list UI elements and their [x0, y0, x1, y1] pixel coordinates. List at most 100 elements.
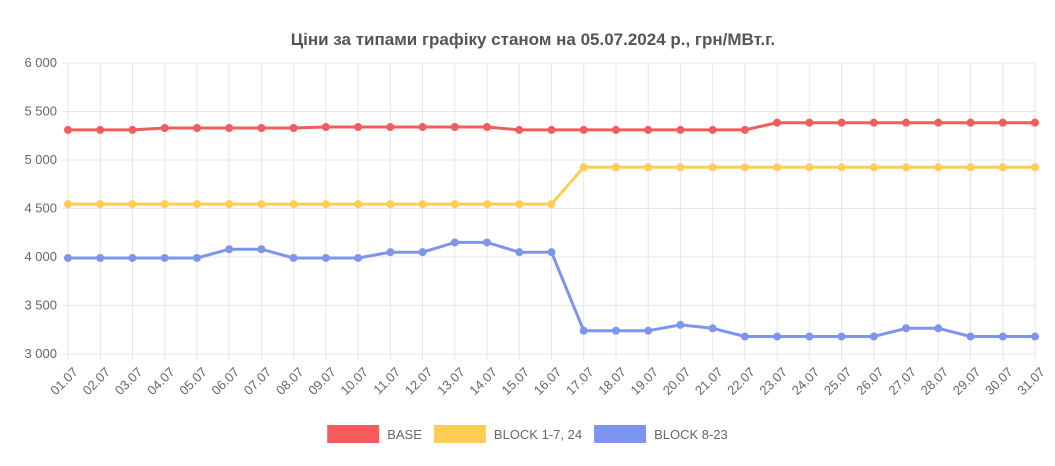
data-point[interactable] [515, 248, 524, 257]
data-point[interactable] [611, 163, 620, 172]
series-base [64, 118, 1039, 134]
data-point[interactable] [321, 200, 330, 209]
data-point[interactable] [805, 163, 814, 172]
data-point[interactable] [225, 123, 234, 132]
data-point[interactable] [64, 200, 72, 209]
data-point[interactable] [966, 118, 975, 127]
data-point[interactable] [902, 118, 911, 127]
data-point[interactable] [773, 332, 782, 341]
data-point[interactable] [805, 332, 814, 341]
data-point[interactable] [321, 253, 330, 262]
data-point[interactable] [644, 163, 653, 172]
data-point[interactable] [708, 163, 717, 172]
data-point[interactable] [128, 125, 137, 134]
data-point[interactable] [386, 123, 395, 132]
data-point[interactable] [869, 163, 878, 172]
data-point[interactable] [96, 253, 105, 262]
data-point[interactable] [837, 332, 846, 341]
data-point[interactable] [869, 332, 878, 341]
x-tick-label: 07.07 [241, 364, 275, 398]
data-point[interactable] [579, 326, 588, 335]
data-point[interactable] [192, 253, 201, 262]
data-point[interactable] [547, 248, 556, 257]
data-point[interactable] [321, 123, 330, 132]
data-point[interactable] [354, 123, 363, 132]
data-point[interactable] [579, 163, 588, 172]
data-point[interactable] [676, 320, 685, 329]
data-point[interactable] [934, 118, 943, 127]
data-point[interactable] [418, 123, 427, 132]
data-point[interactable] [934, 324, 943, 333]
data-point[interactable] [708, 324, 717, 333]
data-point[interactable] [934, 163, 943, 172]
data-point[interactable] [386, 248, 395, 257]
data-point[interactable] [515, 200, 524, 209]
data-point[interactable] [1031, 163, 1039, 172]
data-point[interactable] [998, 332, 1007, 341]
data-point[interactable] [998, 118, 1007, 127]
legend-item[interactable]: BLOCK 8-23 [594, 425, 728, 443]
data-point[interactable] [450, 238, 459, 247]
data-point[interactable] [869, 118, 878, 127]
data-point[interactable] [547, 200, 556, 209]
data-point[interactable] [837, 118, 846, 127]
data-point[interactable] [740, 163, 749, 172]
data-point[interactable] [483, 123, 492, 132]
data-point[interactable] [64, 253, 72, 262]
data-point[interactable] [96, 125, 105, 134]
data-point[interactable] [225, 200, 234, 209]
data-point[interactable] [515, 125, 524, 134]
data-point[interactable] [64, 125, 72, 134]
data-point[interactable] [1031, 332, 1039, 341]
data-point[interactable] [611, 326, 620, 335]
series-layer [64, 118, 1039, 341]
data-point[interactable] [354, 200, 363, 209]
data-point[interactable] [611, 125, 620, 134]
data-point[interactable] [257, 123, 266, 132]
data-point[interactable] [579, 125, 588, 134]
data-point[interactable] [547, 125, 556, 134]
data-point[interactable] [192, 123, 201, 132]
data-point[interactable] [483, 238, 492, 247]
data-point[interactable] [644, 326, 653, 335]
data-point[interactable] [1031, 118, 1039, 127]
data-point[interactable] [160, 200, 169, 209]
data-point[interactable] [386, 200, 395, 209]
data-point[interactable] [354, 253, 363, 262]
data-point[interactable] [160, 123, 169, 132]
y-axis: 3 000 3 500 4 000 4 500 5 000 5 500 6 000 [24, 55, 57, 361]
data-point[interactable] [289, 123, 298, 132]
data-point[interactable] [805, 118, 814, 127]
data-point[interactable] [418, 248, 427, 257]
data-point[interactable] [837, 163, 846, 172]
data-point[interactable] [257, 245, 266, 254]
data-point[interactable] [160, 253, 169, 262]
data-point[interactable] [676, 163, 685, 172]
data-point[interactable] [96, 200, 105, 209]
data-point[interactable] [966, 163, 975, 172]
data-point[interactable] [192, 200, 201, 209]
data-point[interactable] [998, 163, 1007, 172]
data-point[interactable] [740, 332, 749, 341]
data-point[interactable] [644, 125, 653, 134]
data-point[interactable] [483, 200, 492, 209]
data-point[interactable] [773, 163, 782, 172]
data-point[interactable] [289, 200, 298, 209]
data-point[interactable] [257, 200, 266, 209]
data-point[interactable] [128, 253, 137, 262]
legend-item[interactable]: BASE [327, 425, 422, 443]
data-point[interactable] [225, 245, 234, 254]
data-point[interactable] [289, 253, 298, 262]
data-point[interactable] [450, 200, 459, 209]
data-point[interactable] [418, 200, 427, 209]
data-point[interactable] [966, 332, 975, 341]
data-point[interactable] [773, 118, 782, 127]
legend-item[interactable]: BLOCK 1-7, 24 [433, 425, 582, 443]
data-point[interactable] [740, 125, 749, 134]
data-point[interactable] [708, 125, 717, 134]
data-point[interactable] [676, 125, 685, 134]
data-point[interactable] [128, 200, 137, 209]
data-point[interactable] [450, 123, 459, 132]
data-point[interactable] [902, 163, 911, 172]
data-point[interactable] [902, 324, 911, 333]
